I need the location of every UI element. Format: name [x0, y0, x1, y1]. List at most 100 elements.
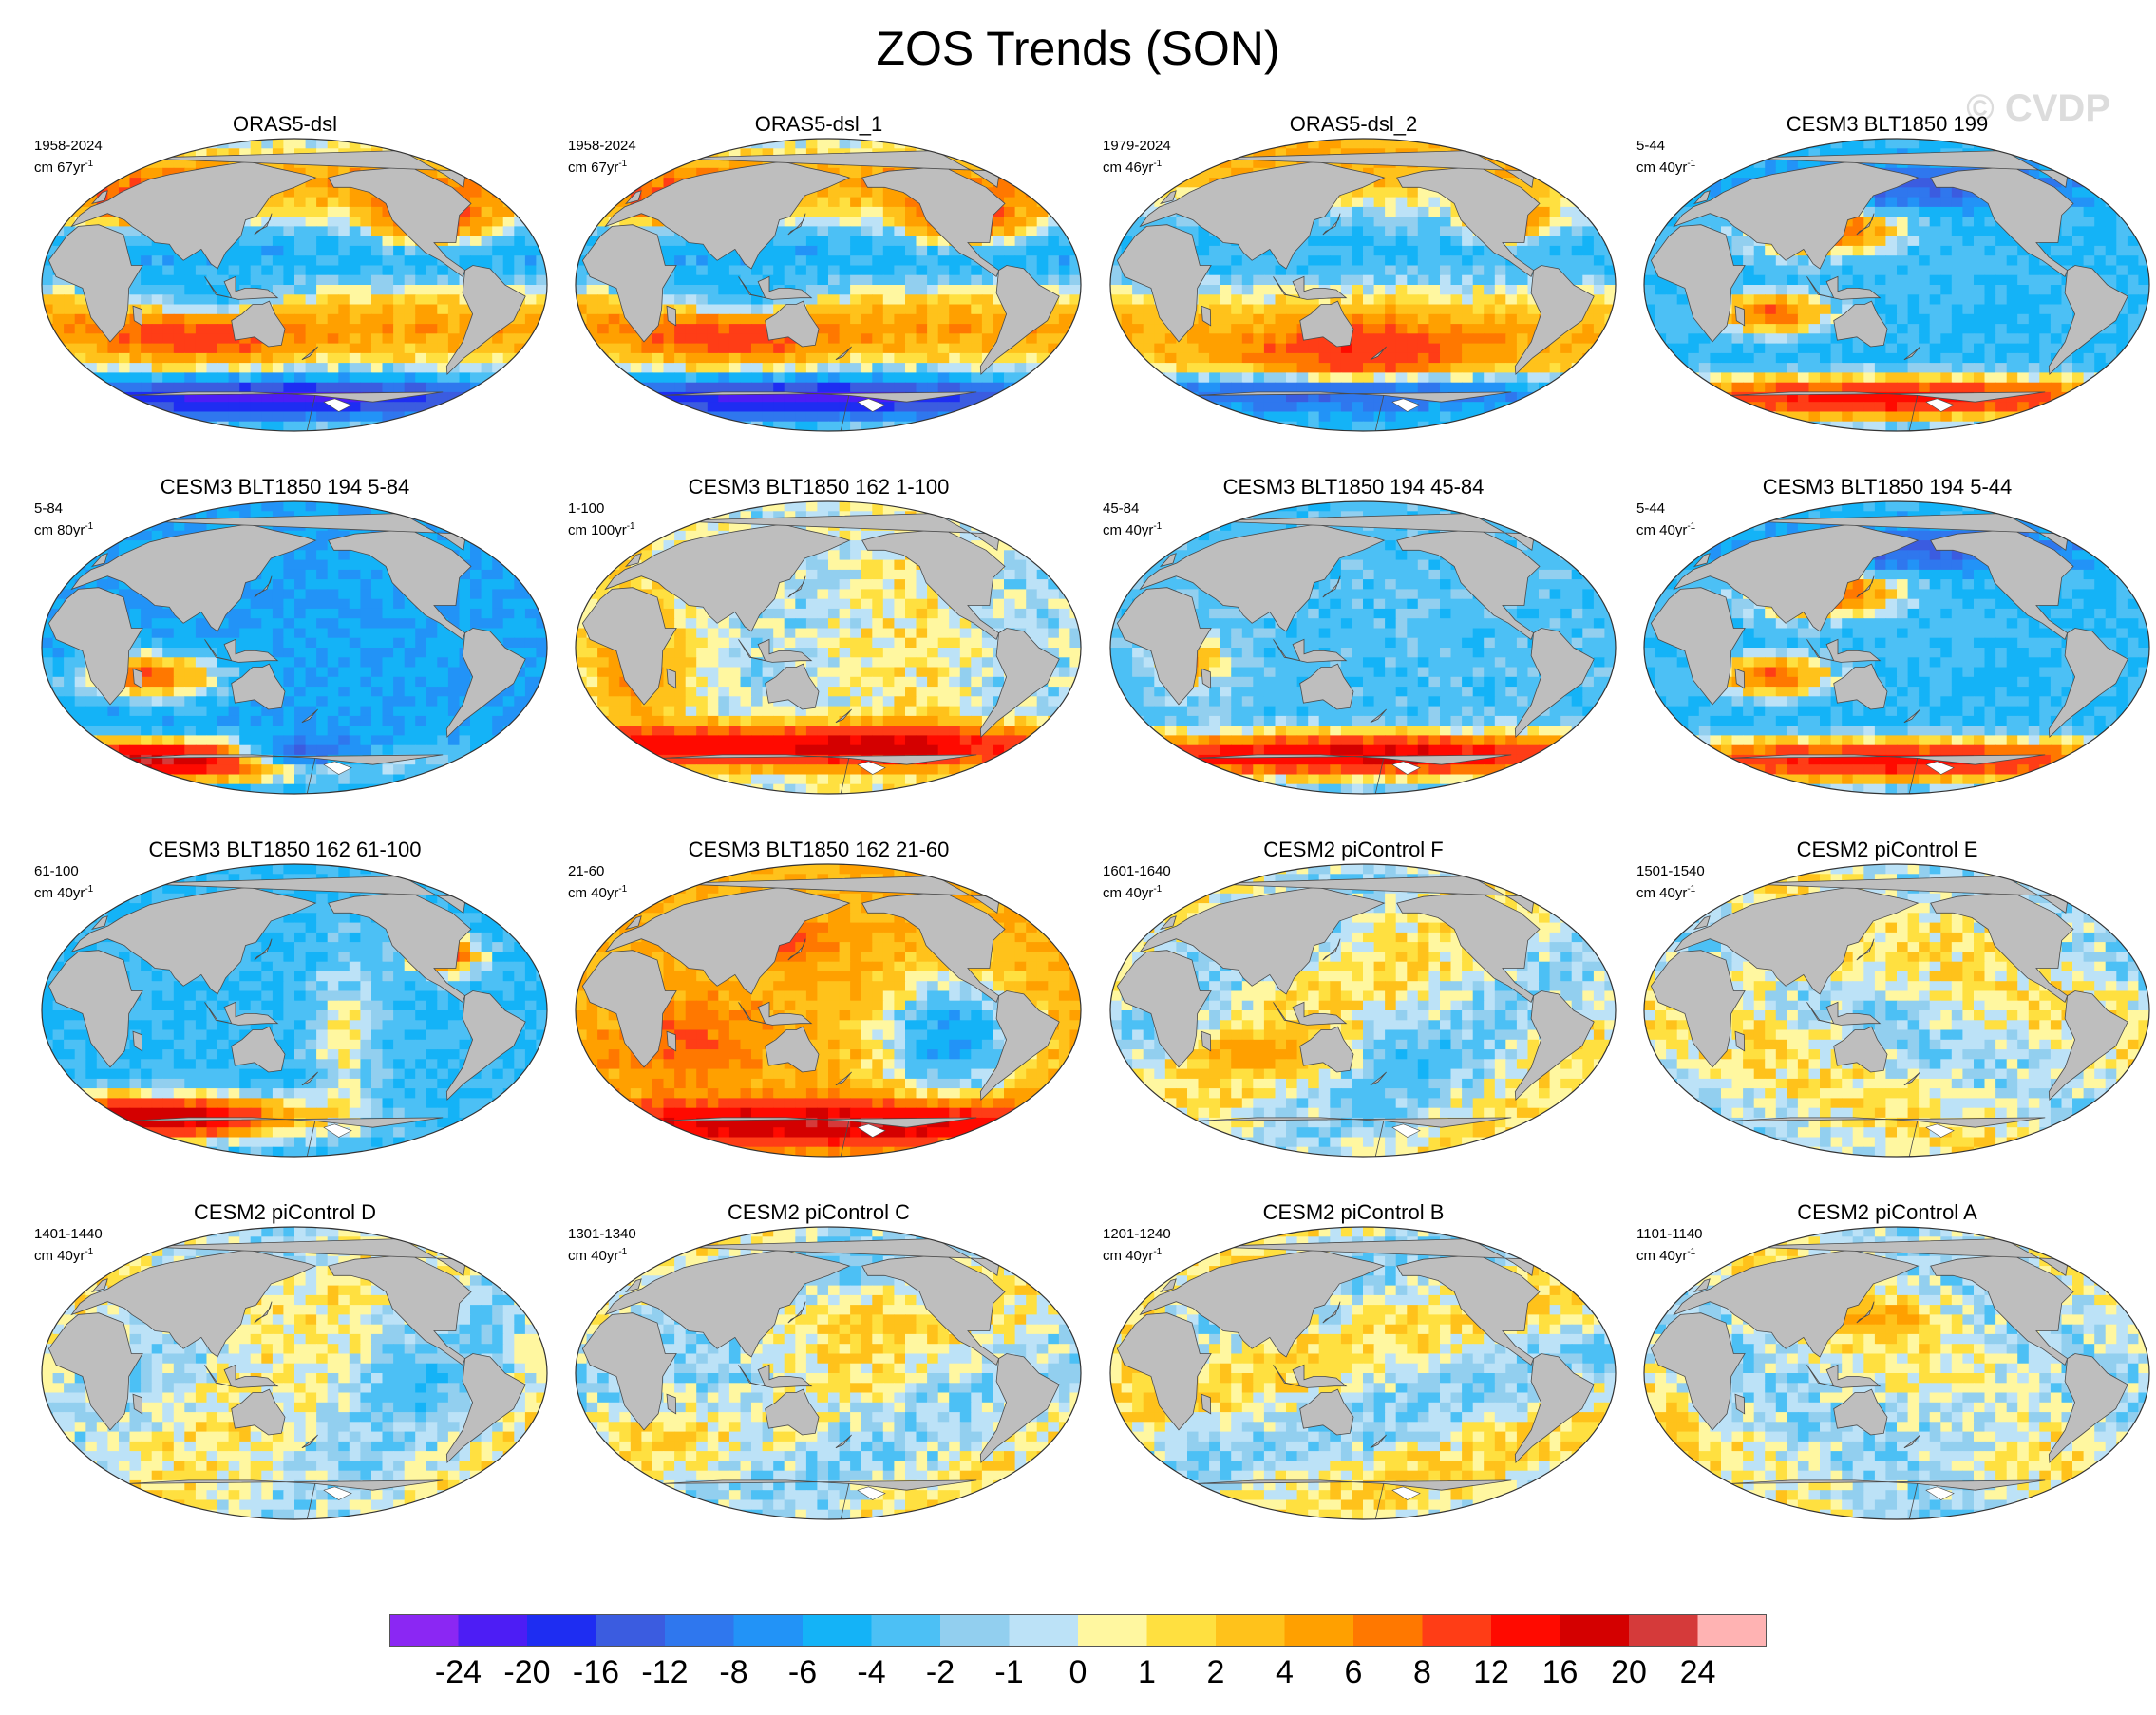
land-mass — [90, 915, 108, 931]
panel-units-text: cm 40yr — [34, 885, 85, 901]
map-panel: CESM3 BLT1850 194 45-84 45-84 cm 40yr-1 — [1087, 475, 1619, 817]
land-mass — [1273, 1364, 1348, 1388]
panel-title: CESM2 piControl D — [19, 1200, 551, 1225]
land-mass — [70, 886, 317, 995]
land-mass — [1159, 1278, 1177, 1293]
colorbar-tick-label: 0 — [1069, 1654, 1087, 1691]
land-mass — [666, 305, 677, 327]
ice-shelf — [857, 1486, 886, 1500]
panel-units-exponent: -1 — [85, 884, 93, 895]
map-panel: CESM3 BLT1850 162 1-100 1-100 cm 100yr-1 — [553, 475, 1085, 817]
map-panel: CESM3 BLT1850 199 5-44 cm 40yr-1 — [1621, 112, 2153, 454]
land-mass — [328, 893, 472, 1004]
land-mass — [624, 915, 642, 931]
land-mass — [979, 265, 1060, 375]
panel-period: 1-100 — [568, 499, 635, 518]
antarctica-land — [1730, 754, 2046, 794]
trend-map — [575, 1226, 1082, 1520]
ice-shelf — [323, 398, 352, 412]
colorbar-frame — [389, 1614, 1767, 1647]
land-mass — [231, 1388, 286, 1436]
panel-period: 5-44 — [1636, 137, 1695, 155]
land-mass — [1806, 1364, 1882, 1388]
panel-period: 1979-2024 — [1103, 137, 1171, 155]
land-mass — [1693, 553, 1711, 568]
land-mass — [445, 990, 526, 1101]
colorbar-tick-label: 6 — [1345, 1654, 1363, 1691]
land-mass — [231, 1026, 286, 1073]
map-panel: CESM3 BLT1850 162 21-60 21-60 cm 40yr-1 — [553, 838, 1085, 1179]
land-mass — [301, 708, 318, 724]
trend-map — [1109, 863, 1617, 1158]
panel-title: ORAS5-dsl_2 — [1087, 112, 1619, 137]
land-mass — [1139, 1249, 1386, 1358]
trend-field — [576, 864, 1081, 1157]
panel-units-text: cm 40yr — [1636, 885, 1687, 901]
antarctica-land — [1730, 1117, 2046, 1157]
land-mass — [2048, 1353, 2128, 1463]
ice-shelf — [323, 1486, 352, 1500]
land-mass — [1673, 160, 1920, 270]
land-mass — [132, 305, 143, 327]
panel-period-label: 1-100 cm 100yr-1 — [568, 499, 635, 539]
land-mass — [738, 1001, 813, 1026]
land-mass — [1201, 305, 1212, 327]
map-outline — [1109, 138, 1617, 432]
map-outline — [575, 500, 1082, 795]
map-panel: CESM2 piControl C 1301-1340 cm 40yr-1 — [553, 1200, 1085, 1542]
land-mass — [1673, 1249, 1920, 1358]
panel-units: cm 40yr-1 — [1636, 155, 1695, 177]
land-mass — [1116, 224, 1212, 343]
land-mass — [787, 938, 806, 961]
panel-units-exponent: -1 — [85, 521, 93, 532]
land-mass — [328, 530, 472, 641]
map-outline — [41, 1226, 548, 1520]
land-mass — [1734, 1030, 1746, 1052]
figure-title: ZOS Trends (SON) — [0, 21, 2156, 76]
panel-period-label: 1958-2024 cm 67yr-1 — [34, 137, 103, 177]
colorbar-swatch — [596, 1614, 666, 1647]
colorbar-swatch — [1560, 1614, 1630, 1647]
map-panel: CESM3 BLT1850 162 61-100 61-100 cm 40yr-1 — [19, 838, 551, 1179]
land-mass — [1930, 530, 2074, 641]
panel-title: CESM2 piControl A — [1621, 1200, 2153, 1225]
land-mass — [1856, 1301, 1875, 1324]
panel-period-label: 5-84 cm 80yr-1 — [34, 499, 93, 539]
land-mass — [1833, 663, 1888, 710]
panel-units-exponent: -1 — [1687, 521, 1695, 532]
land-mass — [604, 886, 851, 995]
trend-field — [1644, 1227, 2149, 1519]
land-mass — [254, 213, 273, 236]
panel-period-label: 1101-1140 cm 40yr-1 — [1636, 1225, 1703, 1265]
land-mass — [1693, 1278, 1711, 1293]
land-mass — [624, 190, 642, 205]
colorbar-swatch — [1353, 1614, 1423, 1647]
map-panel: CESM3 BLT1850 194 5-44 5-44 cm 40yr-1 — [1621, 475, 2153, 817]
panel-units: cm 100yr-1 — [568, 518, 635, 539]
map-panel: ORAS5-dsl 1958-2024 cm 67yr-1 — [19, 112, 551, 454]
land-mass — [204, 1364, 279, 1388]
land-mass — [1273, 275, 1348, 300]
panel-units-exponent: -1 — [618, 1247, 627, 1257]
colorbar-swatch — [1146, 1614, 1217, 1647]
panel-title: CESM3 BLT1850 162 1-100 — [553, 475, 1085, 499]
map-outline — [41, 138, 548, 432]
panel-title: CESM2 piControl F — [1087, 838, 1619, 862]
antarctica-land — [1197, 1479, 1512, 1519]
trend-field — [1110, 1227, 1616, 1519]
land-mass — [70, 523, 317, 632]
panel-period-label: 1201-1240 cm 40yr-1 — [1103, 1225, 1171, 1265]
trend-field — [42, 864, 547, 1157]
colorbar-tick-label: 20 — [1611, 1654, 1647, 1691]
map-outline — [1643, 1226, 2150, 1520]
map-panel: CESM3 BLT1850 194 5-84 5-84 cm 80yr-1 — [19, 475, 551, 817]
land-mass — [1116, 587, 1212, 706]
colorbar-swatch — [803, 1614, 872, 1647]
panel-period: 5-44 — [1636, 499, 1695, 518]
colorbar-tick-label: -2 — [926, 1654, 955, 1691]
land-mass — [787, 575, 806, 598]
land-mass — [1116, 1312, 1212, 1431]
panel-period: 61-100 — [34, 862, 93, 880]
panel-period: 1601-1640 — [1103, 862, 1171, 880]
antarctica-land — [1197, 754, 1512, 794]
